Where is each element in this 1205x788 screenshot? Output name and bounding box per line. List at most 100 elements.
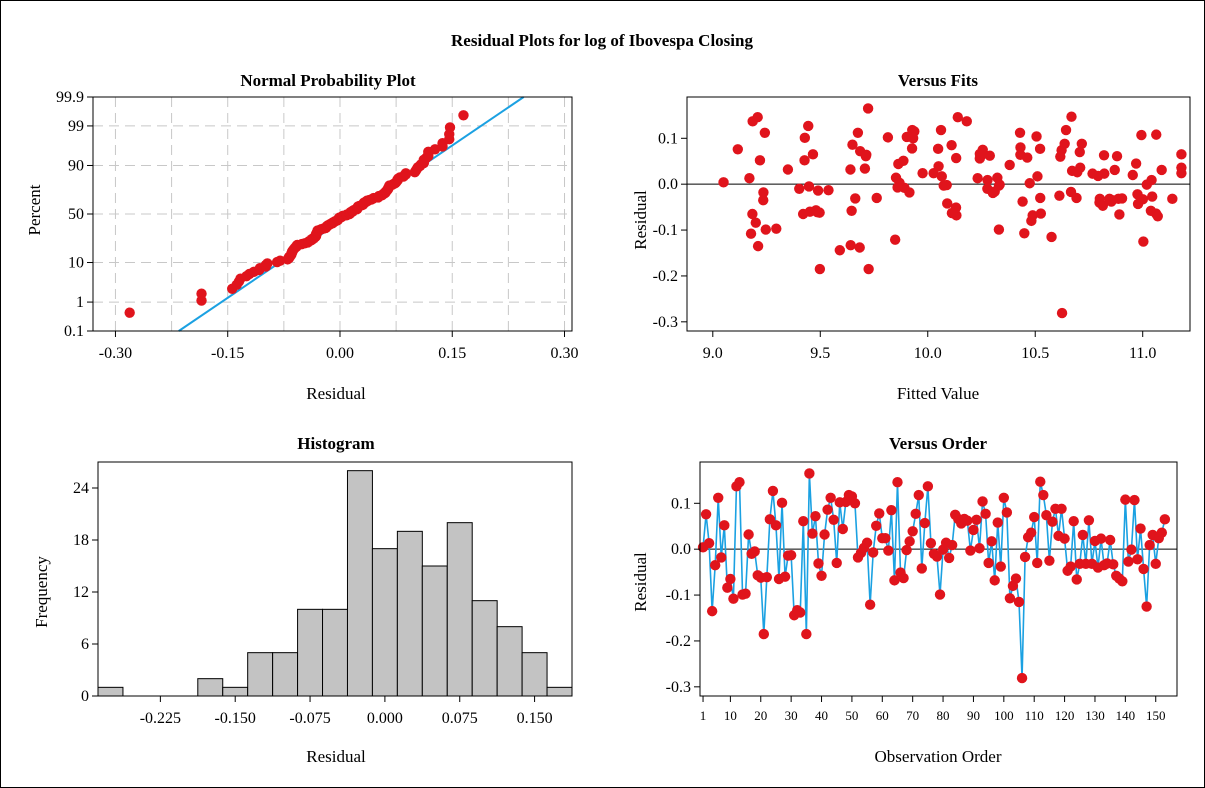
- order-point: [931, 551, 943, 562]
- order-x-label: Observation Order: [875, 747, 1002, 766]
- hist-x-tick-label: -0.150: [215, 710, 256, 727]
- order-point: [916, 563, 927, 574]
- order-point: [965, 545, 976, 556]
- order-point: [1016, 672, 1028, 684]
- fits-point: [718, 177, 729, 188]
- fits-point: [804, 206, 816, 217]
- order-point: [1019, 551, 1031, 563]
- fits-point: [933, 161, 944, 172]
- fits-point: [936, 171, 947, 182]
- fits-point: [1098, 150, 1110, 161]
- order-point: [1038, 489, 1049, 501]
- fits-y-label: Residual: [631, 190, 650, 250]
- hist-bar: [346, 470, 373, 697]
- fits-point: [1151, 129, 1162, 140]
- panel-versus-fits: Versus Fits 9.0 9.5 10.0 10.5 11.0 0.1 0.0 -0.…: [631, 71, 1191, 403]
- fits-point: [1109, 164, 1120, 176]
- fits-point: [1176, 149, 1187, 160]
- order-x-tick-label: 90: [967, 708, 980, 723]
- fits-point: [747, 208, 758, 220]
- fits-point: [859, 163, 871, 174]
- order-point: [725, 573, 736, 585]
- order-point: [864, 599, 876, 610]
- fits-point: [1059, 138, 1070, 149]
- hist-x-label: Residual: [306, 747, 366, 766]
- fits-point: [1060, 124, 1072, 136]
- order-point: [761, 571, 773, 583]
- hist-bar: [421, 565, 448, 697]
- order-y-tick-label: 0.0: [671, 541, 691, 558]
- fits-point: [1066, 165, 1078, 177]
- fits-point: [1116, 193, 1128, 204]
- order-x-tick-label: 10: [724, 708, 737, 723]
- hist-y-tick-label: 12: [73, 584, 89, 601]
- fits-point: [1015, 142, 1026, 153]
- hist-x-ticks: -0.225 -0.150 -0.075 0.000 0.075 0.150: [140, 696, 553, 727]
- fits-point: [952, 111, 963, 123]
- order-point: [867, 547, 879, 558]
- hist-y-label: Frequency: [32, 556, 51, 628]
- order-point: [1029, 511, 1040, 523]
- order-point: [880, 532, 891, 544]
- order-point: [798, 515, 809, 527]
- fits-point: [758, 195, 769, 206]
- order-plot-area: [699, 461, 1178, 697]
- hist-x-tick-label: 0.000: [367, 710, 403, 727]
- fits-point: [1152, 211, 1163, 222]
- fits-plot-area: [686, 96, 1191, 332]
- fits-point: [982, 174, 993, 186]
- fits-title: Versus Fits: [898, 71, 979, 90]
- order-x-tick-label: 80: [937, 708, 950, 723]
- order-y-tick-label: -0.3: [666, 679, 691, 696]
- fits-point: [1114, 209, 1125, 220]
- fits-point: [941, 179, 952, 191]
- fits-point: [972, 173, 983, 184]
- fits-y-tick-label: -0.2: [653, 268, 678, 285]
- order-point: [995, 561, 1006, 572]
- fits-point: [752, 240, 764, 252]
- order-point: [810, 510, 821, 522]
- fits-point: [803, 120, 814, 132]
- order-point: [804, 468, 815, 479]
- fits-point: [1106, 195, 1118, 206]
- fits-point: [850, 193, 861, 204]
- fits-point: [889, 234, 901, 245]
- order-point: [983, 557, 994, 569]
- fits-point: [1146, 174, 1157, 186]
- fits-point: [1074, 162, 1086, 173]
- order-y-tick-label: -0.1: [666, 587, 691, 604]
- fits-point: [1055, 151, 1066, 162]
- order-point: [943, 552, 955, 564]
- order-point: [1032, 557, 1043, 569]
- npp-y-tick-label: 99.9: [56, 89, 84, 106]
- fits-point: [1071, 192, 1082, 204]
- order-point: [785, 549, 797, 561]
- order-point: [1025, 527, 1037, 538]
- fits-point: [882, 132, 894, 143]
- order-point: [828, 514, 839, 526]
- order-y-ticks: 0.1 0.0 -0.1 -0.2 -0.3: [666, 495, 700, 696]
- fits-point: [1132, 189, 1143, 200]
- fits-point: [750, 217, 761, 228]
- order-point: [1068, 515, 1079, 527]
- fits-point: [863, 263, 874, 275]
- npp-x-tick-label: 0.00: [326, 345, 354, 362]
- fits-point: [758, 187, 769, 198]
- npp-x-ticks: -0.30 -0.15 0.00 0.15 0.30: [99, 331, 579, 362]
- order-point: [892, 476, 903, 488]
- fits-point: [1056, 307, 1068, 319]
- hist-plot-area: [97, 461, 573, 697]
- order-point: [998, 492, 1010, 503]
- fits-x-ticks: 9.0 9.5 10.0 10.5 11.0: [703, 331, 1156, 362]
- fits-point: [812, 206, 823, 218]
- hist-x-tick-label: 0.150: [517, 710, 553, 727]
- npp-x-label: Residual: [306, 384, 366, 403]
- fits-point: [917, 167, 928, 179]
- order-x-tick-label: 30: [785, 708, 798, 723]
- hist-bar: [521, 652, 548, 697]
- fits-point: [892, 182, 903, 193]
- order-y-tick-label: 0.1: [671, 495, 691, 512]
- fits-point: [754, 155, 766, 166]
- order-x-tick-label: 140: [1116, 708, 1136, 723]
- order-x-tick-label: 100: [994, 708, 1014, 723]
